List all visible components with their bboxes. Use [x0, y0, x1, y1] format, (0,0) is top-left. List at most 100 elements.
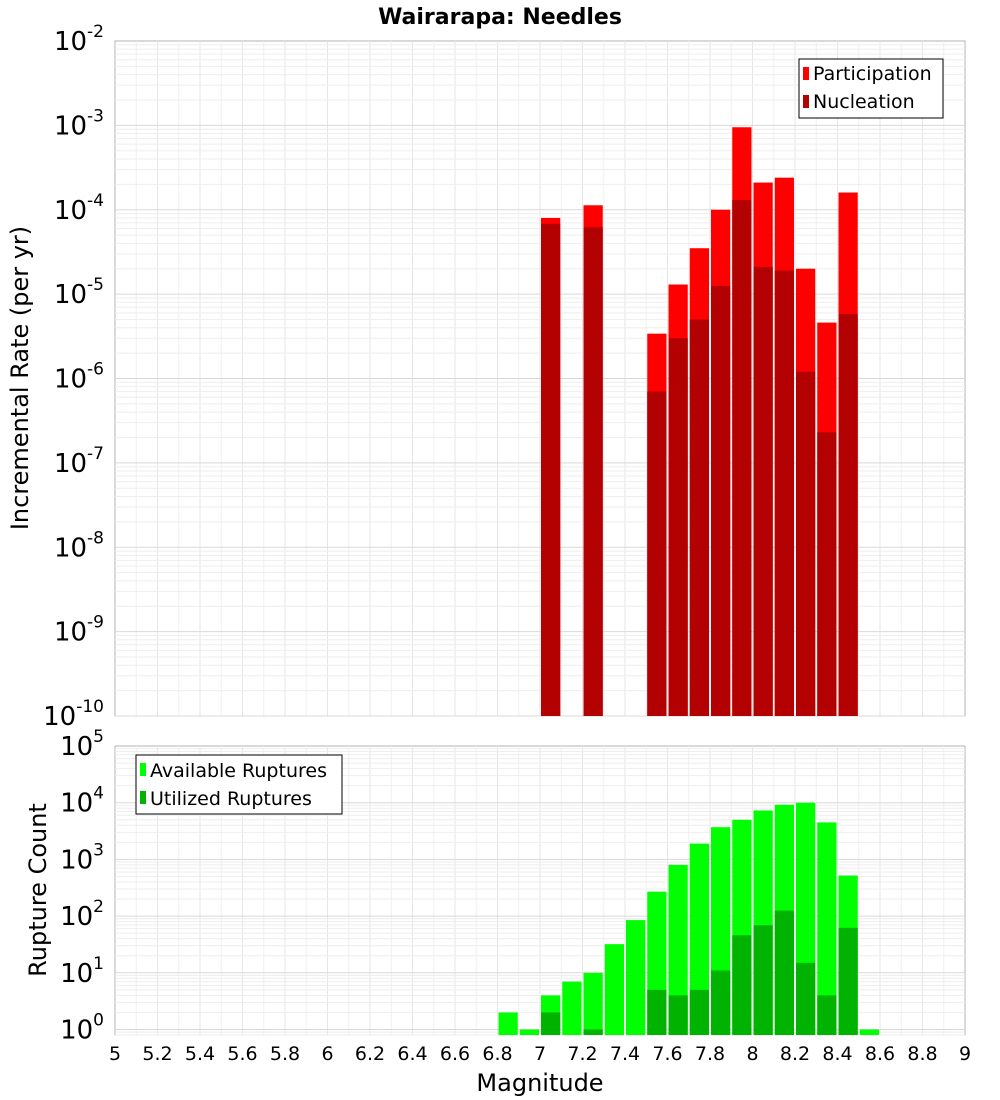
top-legend: Participation Nucleation: [798, 58, 944, 119]
top-y-tick-label: 10-3: [54, 106, 104, 141]
tick-exponent: -6: [87, 360, 104, 380]
x-tick-label: 6.6: [440, 1043, 470, 1065]
x-tick-labels: 5 5.2 5.4 5.6 5.8 6 6.2 6.4 6.6 6.8 7 7.2 7.4 7.6 7.8 8…: [109, 1043, 971, 1065]
x-tick-label: 5.6: [227, 1043, 257, 1065]
bottom-bar-utilized-ruptures: [817, 995, 837, 1035]
top-y-tick-label: 10-7: [54, 444, 104, 479]
bottom-bar-utilized-ruptures: [732, 935, 752, 1035]
top-bar-nucleation: [774, 270, 794, 716]
bottom-bar-utilized-ruptures: [774, 910, 794, 1035]
bottom-y-tick-label: 100: [60, 1011, 104, 1046]
top-bar-nucleation: [668, 338, 688, 716]
bottom-y-axis-label: Rupture Count: [24, 803, 52, 977]
x-tick-label: 8.8: [907, 1043, 937, 1065]
tick-exponent: -7: [87, 444, 104, 464]
bottom-legend: Available Ruptures Utilized Ruptures: [135, 754, 343, 815]
x-tick-label: 8: [746, 1043, 758, 1065]
top-y-tick-label: 10-4: [54, 191, 104, 226]
bottom-bar-utilized-ruptures: [583, 1029, 603, 1035]
bottom-bar-utilized-ruptures: [668, 995, 688, 1035]
tick-exponent: -5: [87, 275, 104, 295]
x-tick-label: 6: [321, 1043, 333, 1065]
legend-swatch-available: [140, 763, 146, 776]
x-tick-label: 5.4: [185, 1043, 215, 1065]
bottom-legend-box: [135, 754, 343, 815]
tick-exponent: -2: [87, 22, 104, 42]
x-tick-label: 6.8: [482, 1043, 512, 1065]
bottom-bar-available-ruptures: [604, 944, 624, 1035]
bottom-bar-available-ruptures: [689, 843, 709, 1035]
x-tick-label: 9: [959, 1043, 971, 1065]
tick-exponent: -8: [87, 528, 104, 548]
legend-label-participation: Participation: [813, 63, 932, 85]
tick-exponent: -10: [76, 697, 104, 717]
x-axis-label: Magnitude: [476, 1069, 603, 1097]
top-y-tick-label: 10-10: [43, 697, 104, 732]
legend-label-utilized: Utilized Ruptures: [150, 788, 312, 810]
chart-title: Wairarapa: Needles: [378, 5, 622, 30]
bottom-bar-utilized-ruptures: [796, 962, 816, 1035]
tick-base: 10: [60, 845, 93, 875]
x-tick-label: 5.8: [270, 1043, 300, 1065]
bottom-y-tick-label: 105: [60, 727, 104, 762]
top-y-tick-label: 10-9: [54, 613, 104, 648]
top-bar-nucleation: [753, 266, 773, 716]
bottom-bar-available-ruptures: [498, 1012, 518, 1035]
top-bar-nucleation: [711, 285, 731, 716]
bottom-bar-available-ruptures: [562, 981, 582, 1035]
legend-label-nucleation: Nucleation: [813, 91, 915, 113]
tick-base: 10: [60, 789, 93, 819]
tick-base: 10: [54, 618, 87, 648]
tick-base: 10: [54, 533, 87, 563]
tick-base: 10: [60, 732, 93, 762]
tick-base: 10: [54, 27, 87, 57]
tick-base: 10: [60, 959, 93, 989]
bottom-bar-utilized-ruptures: [753, 925, 773, 1035]
tick-exponent: -4: [87, 191, 104, 211]
x-tick-label: 8.2: [780, 1043, 810, 1065]
tick-base: 10: [60, 902, 93, 932]
legend-swatch-participation: [803, 67, 809, 80]
top-bar-nucleation: [796, 371, 816, 716]
x-tick-label: 6.2: [355, 1043, 385, 1065]
top-y-axis-label: Incremental Rate (per yr): [6, 226, 34, 530]
bottom-bar-utilized-ruptures: [711, 970, 731, 1035]
top-legend-box: [798, 58, 944, 119]
tick-base: 10: [54, 449, 87, 479]
top-y-tick-labels: 10-210-310-410-510-610-710-810-910-10: [43, 22, 104, 732]
x-tick-label: 8.4: [822, 1043, 852, 1065]
top-bars: [541, 127, 858, 717]
top-panel: 10-210-310-410-510-610-710-810-910-10 In…: [6, 22, 966, 732]
top-bar-nucleation: [541, 223, 561, 716]
bottom-bar-available-ruptures: [817, 822, 837, 1035]
x-tick-label: 8.6: [865, 1043, 895, 1065]
x-tick-label: 7.4: [610, 1043, 640, 1065]
x-tick-label: 6.4: [397, 1043, 427, 1065]
x-tick-label: 7: [534, 1043, 546, 1065]
top-bar-nucleation: [583, 227, 603, 716]
tick-base: 10: [43, 702, 76, 732]
bottom-bar-utilized-ruptures: [647, 989, 667, 1035]
tick-exponent: -3: [87, 106, 104, 126]
bottom-bar-utilized-ruptures: [689, 989, 709, 1035]
bottom-y-tick-label: 103: [60, 840, 104, 875]
tick-base: 10: [54, 111, 87, 141]
top-bar-nucleation: [817, 432, 837, 716]
top-y-tick-label: 10-6: [54, 360, 104, 395]
tick-base: 10: [60, 1016, 93, 1046]
top-y-tick-label: 10-5: [54, 275, 104, 310]
tick-exponent: 3: [93, 840, 104, 860]
tick-base: 10: [54, 365, 87, 395]
top-bar-nucleation: [689, 319, 709, 716]
top-y-tick-label: 10-2: [54, 22, 104, 57]
bottom-bar-available-ruptures: [519, 1029, 539, 1035]
top-bar-nucleation: [732, 200, 752, 716]
top-gridlines: [115, 41, 965, 717]
tick-base: 10: [54, 280, 87, 310]
bottom-bar-available-ruptures: [626, 920, 646, 1035]
bottom-bar-available-ruptures: [583, 972, 603, 1035]
tick-exponent: 1: [93, 954, 104, 974]
